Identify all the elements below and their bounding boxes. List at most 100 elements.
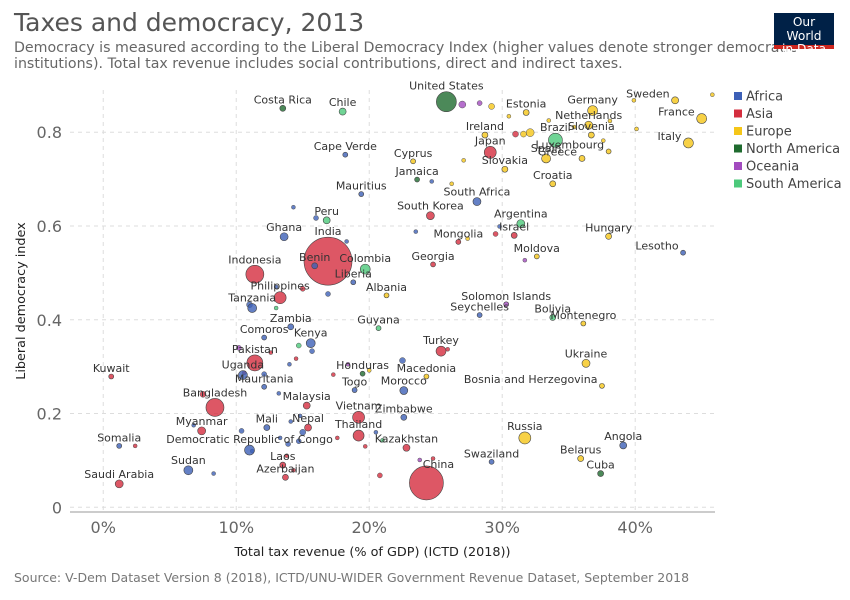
point-label: Croatia bbox=[533, 169, 573, 182]
data-point bbox=[277, 435, 283, 441]
point-label: Ukraine bbox=[565, 347, 608, 360]
data-point bbox=[429, 179, 434, 184]
legend-swatch bbox=[734, 162, 742, 170]
point-label: Cuba bbox=[586, 459, 614, 472]
point-label: Israel bbox=[499, 220, 529, 233]
data-point bbox=[410, 158, 416, 165]
data-point bbox=[599, 383, 605, 389]
data-point bbox=[631, 98, 637, 103]
data-point bbox=[541, 153, 551, 164]
data-point bbox=[244, 444, 255, 456]
data-point bbox=[580, 320, 587, 327]
legend-swatch bbox=[734, 144, 742, 153]
legend-label: Europe bbox=[746, 125, 792, 140]
data-point bbox=[279, 104, 287, 112]
data-point bbox=[197, 426, 206, 436]
point-label: Honduras bbox=[336, 359, 389, 372]
data-point bbox=[476, 312, 483, 318]
data-point bbox=[311, 262, 319, 270]
point-label: Sweden bbox=[626, 87, 669, 100]
data-point bbox=[279, 232, 289, 242]
data-point bbox=[510, 232, 518, 239]
data-point bbox=[108, 373, 115, 380]
data-point bbox=[199, 391, 207, 398]
data-point bbox=[211, 471, 216, 476]
data-point bbox=[683, 137, 694, 149]
point-label: Spain bbox=[531, 142, 562, 155]
data-point bbox=[455, 239, 462, 245]
data-point bbox=[518, 431, 532, 445]
point-label: Democratic Republic of Congo bbox=[166, 433, 333, 446]
legend-swatch bbox=[734, 92, 742, 100]
point-label: Montenegro bbox=[550, 309, 616, 322]
point-label: Russia bbox=[507, 420, 542, 433]
data-point bbox=[597, 470, 604, 477]
data-point bbox=[522, 109, 530, 116]
point-label: Turkey bbox=[422, 334, 459, 347]
y-tick-label: 0.8 bbox=[37, 123, 62, 142]
point-label: Guyana bbox=[357, 314, 399, 327]
point-label: Uganda bbox=[222, 359, 264, 372]
data-point bbox=[285, 441, 291, 447]
data-point bbox=[436, 91, 457, 113]
data-point bbox=[520, 130, 527, 138]
labeled-points bbox=[108, 91, 708, 501]
data-point bbox=[191, 423, 196, 428]
point-label: Nepal bbox=[292, 412, 324, 425]
data-point bbox=[619, 441, 628, 450]
data-point bbox=[302, 401, 311, 410]
data-point bbox=[399, 357, 406, 364]
data-point bbox=[276, 391, 282, 396]
point-label: Argentina bbox=[494, 208, 548, 221]
point-label: Seychelles bbox=[450, 301, 509, 314]
point-label: Luxembourg bbox=[536, 138, 605, 151]
data-point bbox=[383, 292, 390, 299]
data-point bbox=[132, 443, 138, 449]
data-point bbox=[344, 239, 349, 244]
data-point bbox=[291, 468, 296, 473]
data-point bbox=[402, 443, 411, 452]
y-tick-label: 0 bbox=[52, 498, 62, 517]
data-point bbox=[287, 362, 292, 367]
point-label: Greece bbox=[538, 145, 577, 158]
data-point bbox=[299, 429, 306, 436]
point-labels: United States Costa Rica Chile Estonia Germa… bbox=[84, 80, 695, 481]
data-point bbox=[373, 430, 379, 435]
data-point bbox=[268, 350, 274, 355]
data-point bbox=[362, 444, 368, 449]
data-point bbox=[359, 263, 371, 275]
data-point bbox=[435, 345, 447, 357]
data-point bbox=[581, 359, 591, 368]
legend-label: Asia bbox=[746, 107, 773, 122]
data-point bbox=[247, 303, 257, 313]
point-label: Myanmar bbox=[176, 415, 228, 428]
x-tick-label: 0% bbox=[91, 518, 116, 537]
data-point bbox=[516, 219, 526, 228]
data-point bbox=[342, 151, 349, 158]
point-label: Germany bbox=[567, 94, 618, 107]
point-label: Bolivia bbox=[534, 302, 571, 315]
point-label: Japan bbox=[474, 134, 506, 147]
point-label: Ghana bbox=[266, 221, 302, 234]
data-point bbox=[483, 146, 497, 159]
data-point bbox=[261, 334, 267, 341]
data-point bbox=[295, 438, 302, 444]
point-label: Liberia bbox=[335, 268, 372, 281]
data-point bbox=[710, 92, 715, 97]
data-point bbox=[417, 457, 423, 463]
point-label: Macedonia bbox=[397, 362, 457, 375]
y-axis-label: Liberal democracy index bbox=[14, 222, 29, 380]
point-label: France bbox=[658, 106, 695, 119]
data-point bbox=[578, 155, 586, 162]
logo-line-1: Our World bbox=[786, 15, 822, 43]
x-tick-label: 30% bbox=[484, 518, 520, 537]
data-point bbox=[287, 323, 295, 331]
data-point bbox=[359, 370, 366, 377]
data-point bbox=[295, 342, 302, 349]
our-world-in-data-logo[interactable]: Our World in Data bbox=[774, 13, 834, 56]
point-label: Colombia bbox=[339, 252, 391, 265]
logo-line-2: in Data bbox=[781, 42, 827, 56]
legend-swatch bbox=[734, 109, 742, 118]
data-point bbox=[671, 96, 679, 105]
x-tick-label: 10% bbox=[218, 518, 254, 537]
